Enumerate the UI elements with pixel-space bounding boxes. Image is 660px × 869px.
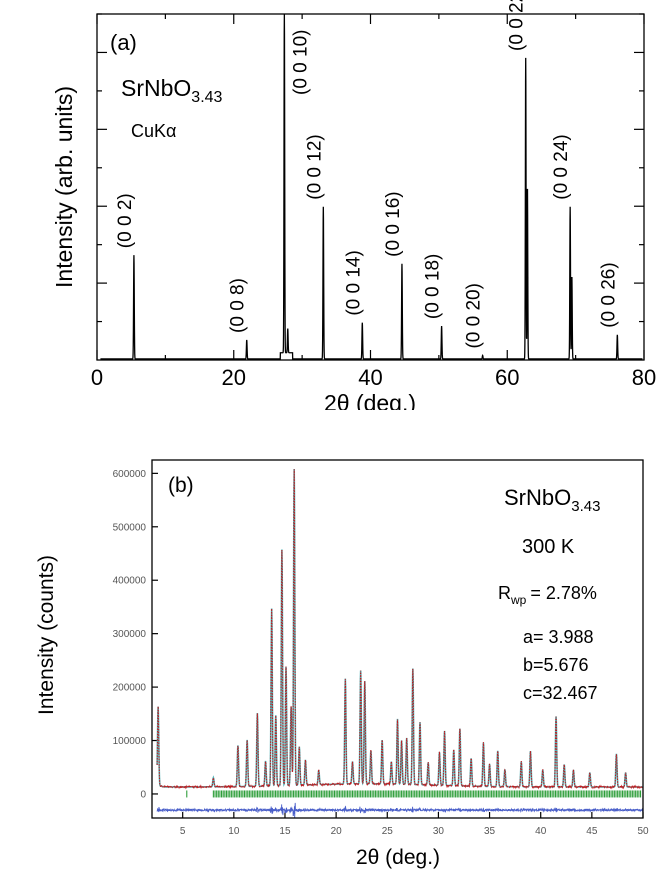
- chart-b-frame: [151, 459, 644, 819]
- chart-b-y-tick-label: 400000: [113, 576, 147, 587]
- chart-b-lattice-b: b=5.676: [523, 655, 589, 675]
- chart-b-lattice-a: a= 3.988: [523, 627, 594, 647]
- chart-b-y-tick-label: 0: [140, 789, 146, 800]
- chart-b-rwp-sub: wp: [510, 593, 527, 607]
- chart-b-x-tick-label: 45: [586, 826, 598, 837]
- chart-a-frame: [96, 13, 645, 361]
- xrd-chart-a: 0 20 40 60 80 (0 0 2) (0 0 8) (0 0 10) (0 0 12)…: [51, 0, 656, 410]
- chart-b-y-tick-label: 200000: [113, 683, 147, 694]
- chart-a-peak-labels: (0 0 2) (0 0 8) (0 0 10) (0 0 12) (0 0 14) (0…: [115, 0, 619, 349]
- chart-b-x-axis-label: 2θ (deg.): [356, 846, 440, 869]
- chart-a-panel-label: (a): [110, 30, 137, 55]
- chart-b-y-tick-label: 300000: [113, 629, 147, 640]
- chart-b-x-tick-label: 40: [535, 826, 547, 837]
- chart-b-y-tick-label: 600000: [113, 469, 147, 480]
- chart-b-x-tick-label: 20: [331, 826, 343, 837]
- chart-a-x-tick-label: 20: [222, 365, 246, 390]
- chart-b-rwp-r: R: [498, 583, 511, 603]
- chart-b-x-tick-label: 15: [279, 826, 291, 837]
- chart-a-compound-label: SrNbO3.43: [121, 75, 223, 106]
- chart-a-pattern-line: [100, 13, 643, 360]
- chart-a-peak-label: (0 0 8): [228, 278, 249, 333]
- chart-a-peak-label: (0 0 24): [551, 134, 572, 199]
- chart-a-x-axis-label: 2θ (deg.): [324, 390, 416, 410]
- chart-b-x-tick-label: 30: [433, 826, 445, 837]
- chart-a-x-tick-label: 40: [358, 365, 382, 390]
- chart-a-peak-label: (0 0 2): [115, 193, 136, 248]
- chart-a-x-tick-label: 0: [91, 365, 103, 390]
- chart-b-x-tick-label: 50: [637, 826, 649, 837]
- chart-b-y-tick-label: 500000: [113, 522, 147, 533]
- chart-b-lattice-c: c=32.467: [523, 683, 598, 703]
- chart-a-peak-label: (0 0 14): [343, 250, 364, 315]
- chart-b-rwp-value: = 2.78%: [530, 583, 597, 603]
- chart-a-compound-base: SrNbO: [121, 75, 191, 101]
- chart-b-bragg-marks: [186, 790, 642, 798]
- chart-b-y-tick-labels: 0 100000 200000 300000 400000 500000 600000: [113, 469, 147, 801]
- chart-b-compound-base: SrNbO: [504, 485, 571, 510]
- chart-a-peak-label: (0 0 18): [423, 254, 444, 319]
- chart-a-ticks: [96, 13, 645, 360]
- chart-a-peak-label: (0 0 22): [507, 0, 528, 51]
- chart-a-peak-label: (0 0 10): [290, 30, 311, 95]
- chart-b-x-tick-label: 5: [180, 826, 186, 837]
- chart-b-x-tick-label: 35: [484, 826, 496, 837]
- chart-a-x-tick-labels: 0 20 40 60 80: [91, 365, 656, 390]
- chart-a-x-tick-label: 80: [632, 365, 656, 390]
- chart-b-panel-label: (b): [168, 474, 194, 497]
- chart-a-peak-label: (0 0 16): [383, 191, 404, 256]
- chart-b-temperature-label: 300 K: [522, 536, 575, 558]
- chart-b-x-tick-label: 25: [382, 826, 394, 837]
- chart-a-peak-label: (0 0 26): [598, 262, 619, 327]
- chart-b-difference-curve: [156, 802, 644, 819]
- chart-b-observed-points: [156, 469, 644, 790]
- chart-b-x-tick-labels: 5 10 15 20 25 30 35 40 45 50: [180, 826, 649, 837]
- chart-a-radiation-label: CuKα: [131, 121, 176, 141]
- chart-a-x-tick-label: 60: [495, 365, 519, 390]
- chart-b-y-axis-label: Intensity (counts): [35, 555, 58, 715]
- chart-b-compound-sub: 3.43: [571, 498, 600, 515]
- chart-a-peak-label: (0 0 12): [304, 134, 325, 199]
- chart-a-compound-sub: 3.43: [191, 89, 222, 106]
- chart-b-x-tick-label: 10: [228, 826, 240, 837]
- chart-a-peak-label: (0 0 20): [464, 283, 485, 348]
- chart-a-y-axis-label: Intensity (arb. units): [51, 86, 77, 288]
- chart-b-rwp-label: Rwp = 2.78%: [498, 583, 597, 607]
- chart-b-compound-label: SrNbO3.43: [504, 485, 600, 515]
- chart-b-y-tick-label: 100000: [113, 736, 147, 747]
